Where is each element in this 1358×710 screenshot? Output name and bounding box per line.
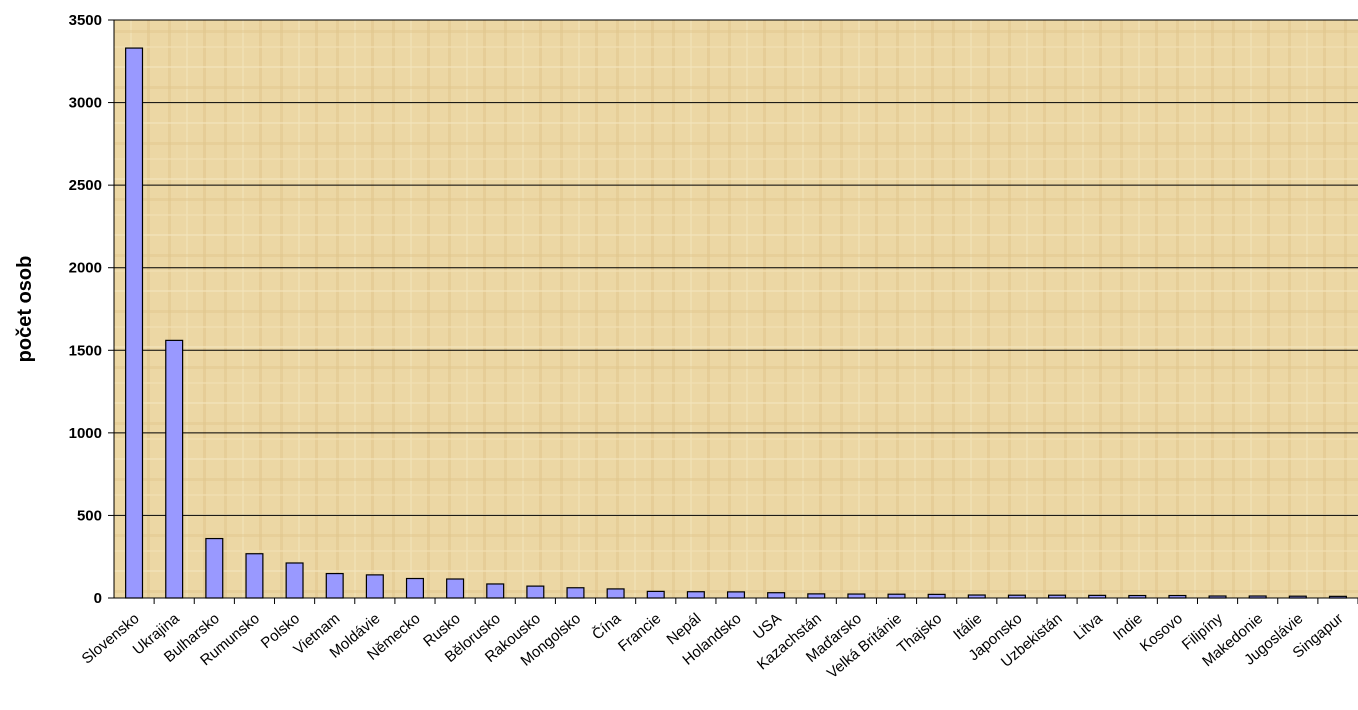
bar-12 <box>606 588 625 599</box>
x-tick-label: Litva <box>1071 610 1107 644</box>
bar-10 <box>526 585 545 599</box>
x-tick-label: Thajsko <box>894 610 945 657</box>
bar-11 <box>566 587 585 599</box>
bar-2 <box>205 537 224 599</box>
bars <box>125 47 1347 599</box>
bar-7 <box>405 577 424 599</box>
bar-3 <box>245 553 264 599</box>
bar-16 <box>767 592 786 599</box>
bar-20 <box>927 593 946 599</box>
y-axis-label: počet osob <box>14 256 36 363</box>
bar-0 <box>125 47 144 599</box>
bar-19 <box>887 593 906 599</box>
gridlines <box>114 19 1358 516</box>
y-tick-label: 3500 <box>69 12 102 29</box>
y-tick-label: 1500 <box>69 342 102 359</box>
x-tick-labels: SlovenskoUkrajinaBulharskoRumunskoPolsko… <box>79 610 1347 682</box>
y-tick-label: 3000 <box>69 95 102 112</box>
bar-14 <box>686 591 705 599</box>
bar-18 <box>847 593 866 599</box>
bar-1 <box>165 339 184 599</box>
x-tick-label: Francie <box>615 610 664 655</box>
bar-15 <box>726 591 746 599</box>
bar-9 <box>486 583 505 599</box>
plot-area <box>114 20 1358 598</box>
y-tick-labels: 0 500 1000 1500 2000 2500 3000 3500 <box>69 12 102 607</box>
bar-8 <box>446 578 465 599</box>
y-tick-label: 500 <box>77 507 102 524</box>
y-tick-label: 1000 <box>69 425 102 442</box>
x-tick-label: Kosovo <box>1137 610 1186 655</box>
y-tick-label: 2500 <box>69 177 102 194</box>
y-tick-label: 0 <box>94 590 102 607</box>
y-tick-label: 2000 <box>69 260 102 277</box>
bar-4 <box>285 562 304 599</box>
bar-17 <box>807 593 826 599</box>
x-tick-label: Slovensko <box>79 610 143 668</box>
axes <box>108 19 1358 604</box>
bar-13 <box>646 590 665 599</box>
bar-6 <box>365 574 384 599</box>
bar-5 <box>325 572 344 599</box>
